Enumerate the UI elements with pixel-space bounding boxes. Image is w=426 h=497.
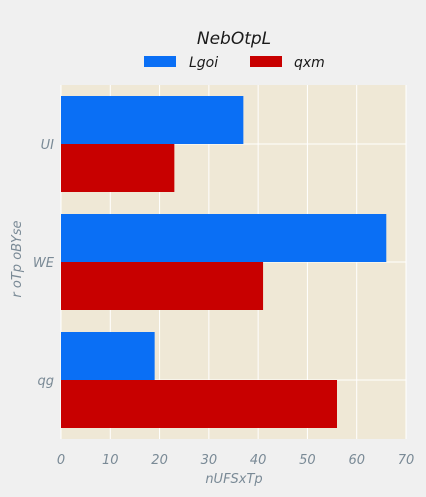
legend-label-Lgoi: Lgoi <box>189 55 218 71</box>
x-axis-ticks: 0 10 20 30 40 50 60 70 <box>57 453 414 468</box>
x-tick-label: 0 <box>57 453 65 468</box>
x-tick-label: 30 <box>201 453 218 468</box>
x-tick-label: 40 <box>250 453 267 468</box>
y-tick-label: WE <box>33 256 55 271</box>
x-tick-label: 10 <box>102 453 119 468</box>
bars <box>61 96 387 428</box>
legend-label-qxm: qxm <box>294 55 325 71</box>
bar-Lgoi-UI <box>61 96 244 144</box>
bar-qxm-WE <box>61 262 264 310</box>
bar-qxm-UI <box>61 144 175 192</box>
legend: NebOtpL Lgoi qxm <box>144 29 325 71</box>
legend-title: NebOtpL <box>197 29 271 49</box>
legend-swatch-qxm <box>250 56 282 67</box>
x-axis-label: nUFSxTp <box>205 472 262 487</box>
bar-Lgoi-qg <box>61 332 155 380</box>
x-tick-label: 20 <box>151 453 168 468</box>
x-tick-label: 70 <box>398 453 415 468</box>
legend-swatch-Lgoi <box>144 56 176 67</box>
y-axis-label: r oTp oBYse <box>10 220 25 297</box>
bar-qxm-qg <box>61 380 337 428</box>
bar-Lgoi-WE <box>61 214 387 262</box>
y-tick-label: qg <box>37 374 54 389</box>
x-tick-label: 50 <box>299 453 316 468</box>
x-tick-label: 60 <box>348 453 365 468</box>
y-tick-label: UI <box>41 138 55 153</box>
y-axis-ticks: UI WE qg <box>33 138 55 389</box>
